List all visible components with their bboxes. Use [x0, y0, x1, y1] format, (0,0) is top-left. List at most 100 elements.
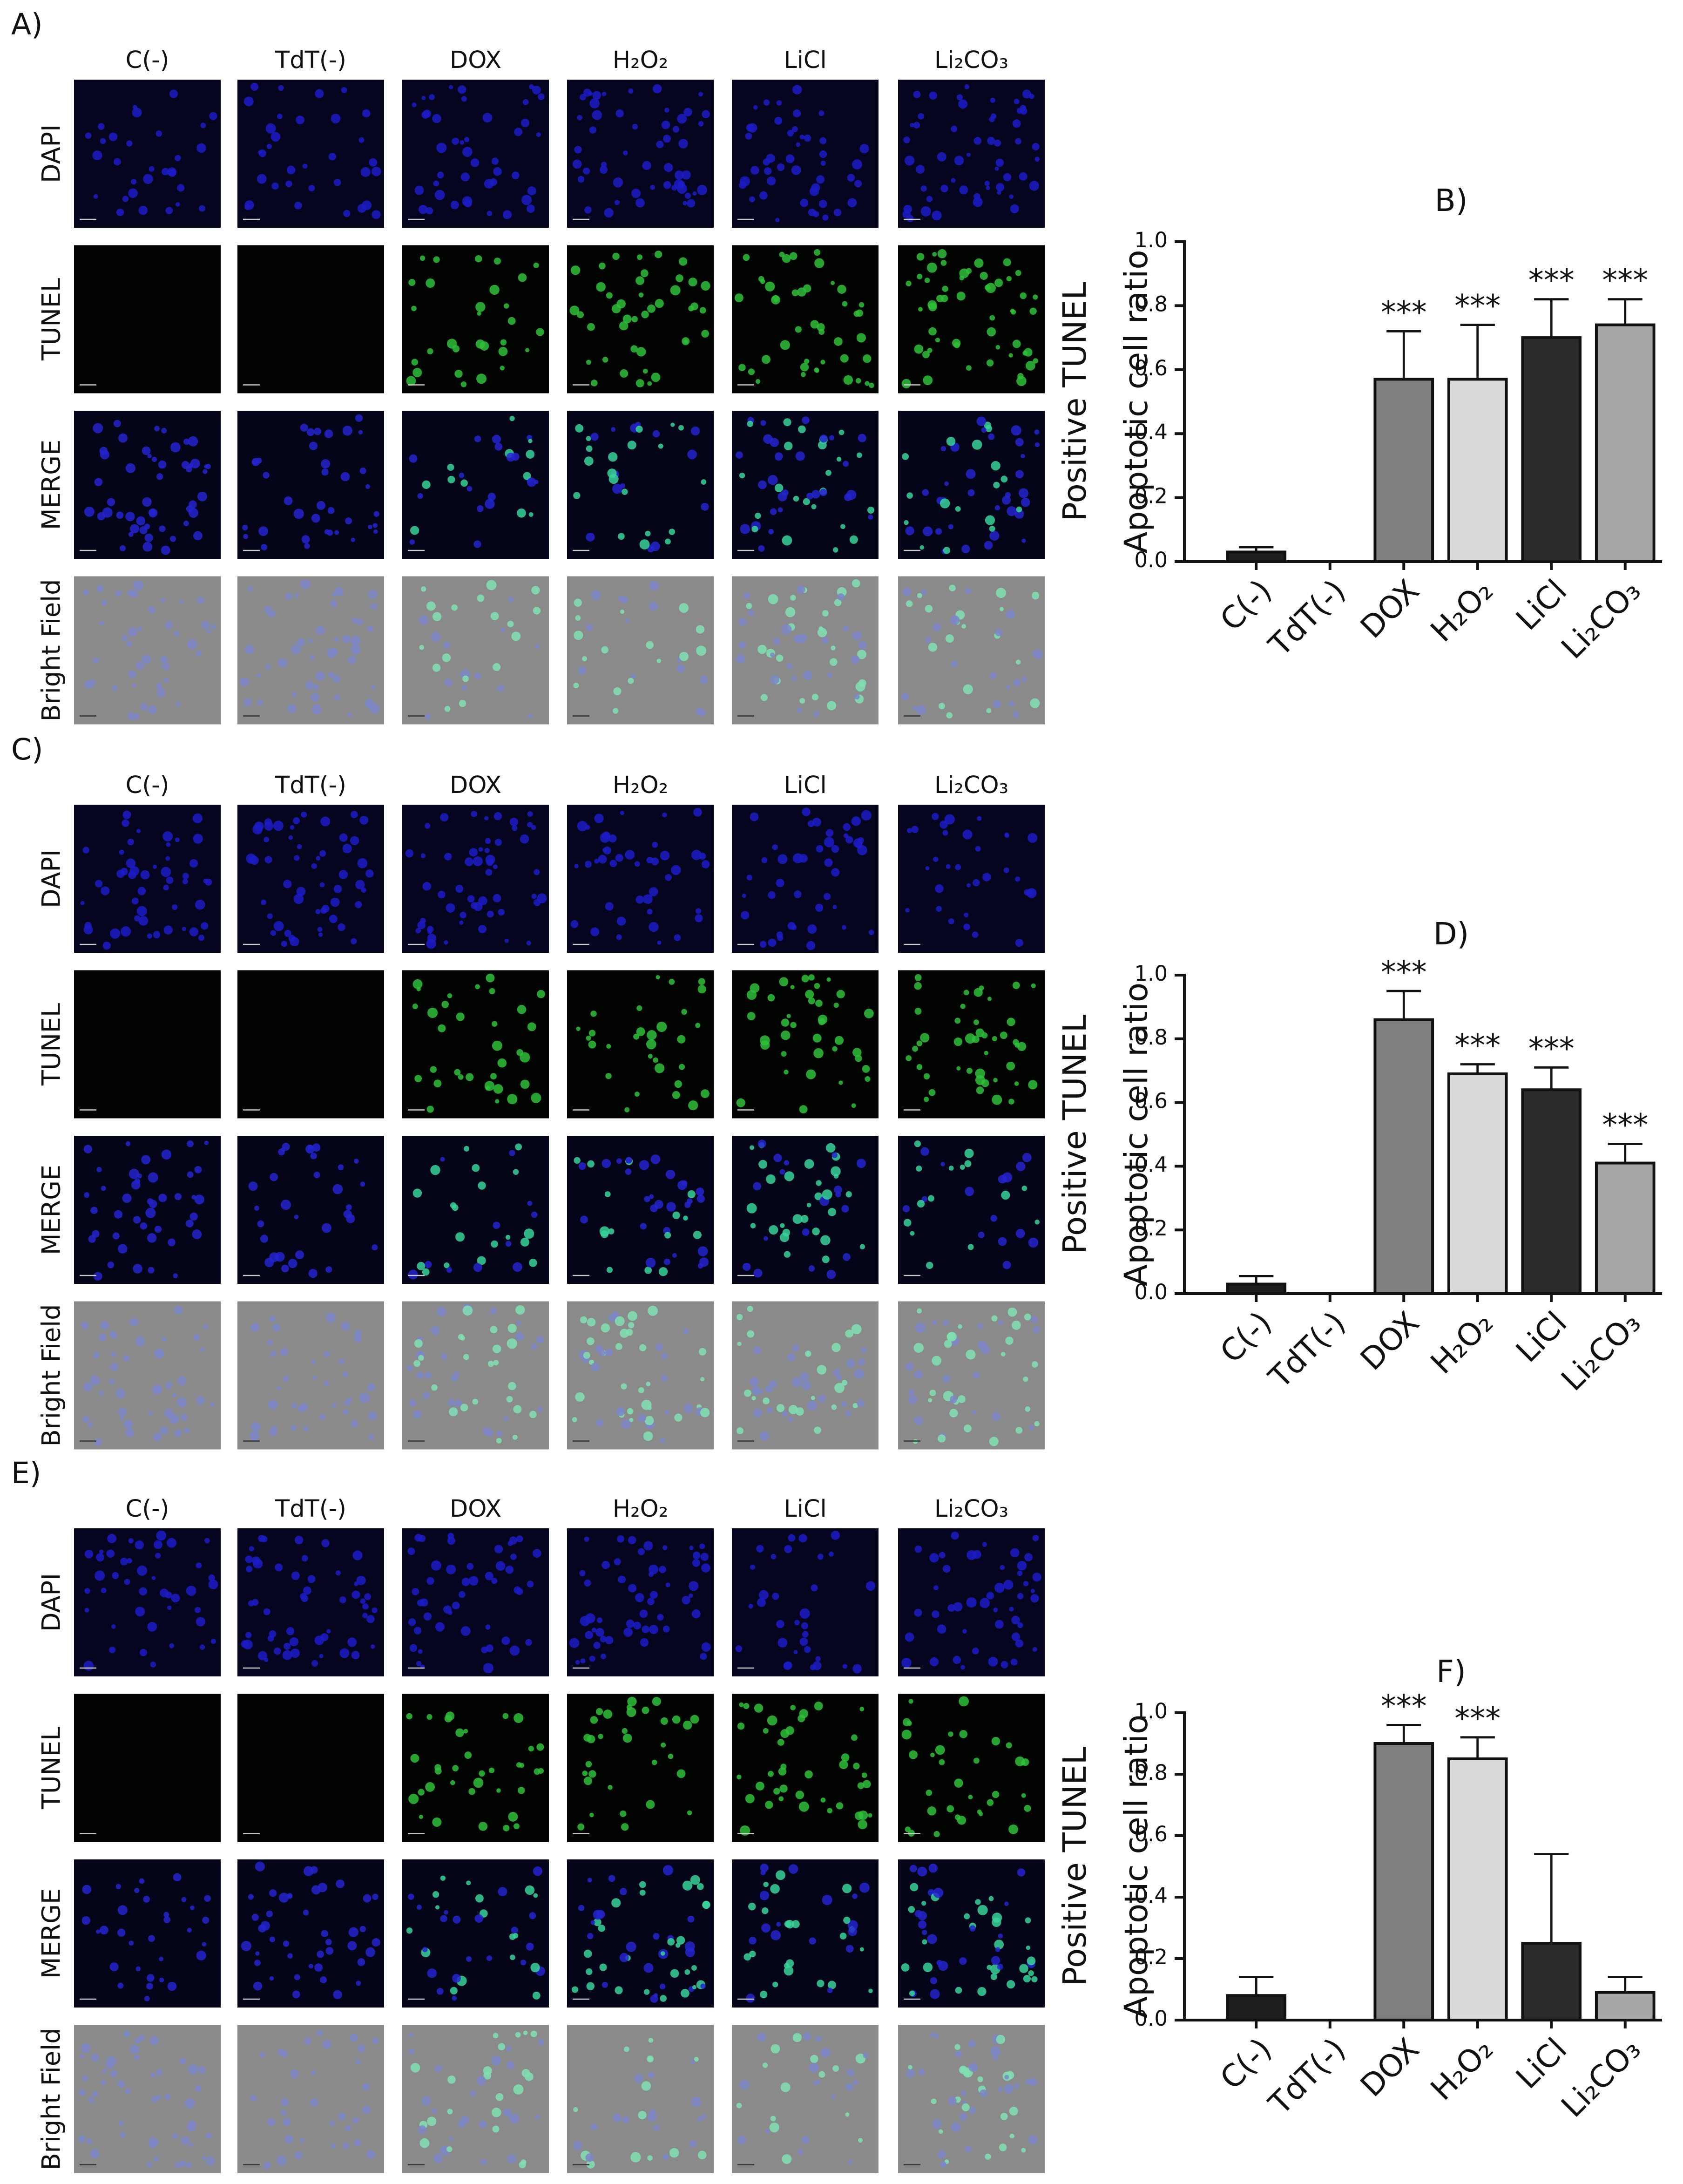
cell	[98, 123, 105, 130]
cell	[647, 1598, 655, 1606]
cell	[1032, 1573, 1041, 1582]
micrograph	[567, 1301, 714, 1450]
cell	[776, 879, 784, 888]
cell	[587, 1735, 595, 1743]
cell	[1012, 119, 1021, 128]
cell	[735, 1645, 743, 1652]
cell	[148, 606, 155, 614]
significance-label: ***	[1454, 288, 1501, 324]
cell	[577, 115, 582, 121]
micrograph	[402, 1859, 549, 2008]
cell	[750, 166, 759, 175]
cell	[587, 1337, 595, 1345]
cell	[698, 978, 705, 985]
cell	[642, 368, 648, 374]
cell	[300, 2137, 305, 2143]
cell	[795, 1407, 804, 1416]
micrograph-image	[402, 1301, 549, 1450]
cell	[670, 422, 675, 427]
cell	[678, 425, 684, 431]
cell	[641, 1399, 652, 1410]
cell	[811, 504, 817, 509]
cell	[929, 1657, 939, 1667]
cell	[577, 311, 584, 319]
cell	[296, 638, 305, 647]
cell	[912, 1045, 919, 1052]
cell	[1000, 2113, 1008, 2120]
cell	[1032, 142, 1040, 151]
cell	[465, 857, 473, 867]
cell	[488, 1767, 495, 1773]
cell	[301, 1594, 309, 1602]
cell	[647, 304, 656, 313]
cell	[813, 211, 819, 217]
cell	[606, 1044, 611, 1049]
cell	[432, 664, 441, 672]
cell	[767, 1770, 774, 1777]
cell	[949, 1409, 958, 1418]
cell	[426, 1106, 434, 1113]
cell	[854, 1811, 864, 1820]
cell	[702, 1900, 710, 1909]
cell	[788, 1864, 798, 1874]
cell	[450, 1987, 458, 1994]
cell	[288, 935, 296, 942]
cell	[294, 593, 299, 598]
cell	[120, 1558, 128, 1566]
cell	[409, 1399, 416, 1407]
cell	[995, 345, 1000, 350]
cell	[745, 1794, 755, 1804]
cell	[638, 1414, 646, 1422]
cell	[858, 1819, 867, 1830]
cell	[849, 535, 858, 544]
cell	[608, 1785, 613, 1790]
cell	[348, 1927, 358, 1937]
cell	[168, 169, 176, 177]
cell	[287, 704, 297, 713]
cell	[301, 1555, 308, 1562]
cell	[594, 859, 599, 864]
cell	[914, 974, 922, 981]
cell	[99, 447, 108, 455]
cell	[913, 122, 920, 129]
cell	[924, 278, 930, 283]
cell	[753, 1346, 761, 1355]
cell	[1022, 350, 1028, 356]
cell	[669, 2148, 679, 2158]
cell	[413, 1410, 422, 1419]
cell	[149, 509, 156, 516]
cell	[788, 1534, 796, 1542]
cell	[815, 2035, 821, 2042]
cell	[359, 468, 366, 475]
cell	[780, 1223, 785, 1228]
cell	[460, 1336, 466, 1341]
cell	[106, 1549, 115, 1558]
cell	[987, 136, 995, 145]
cell	[351, 1420, 358, 1428]
cell	[964, 1148, 974, 1158]
cell	[496, 1438, 502, 1444]
cell	[923, 1073, 930, 1080]
panel-label: E)	[11, 1456, 41, 1490]
cell	[1021, 1186, 1027, 1191]
cell	[198, 935, 205, 941]
cell	[281, 1264, 289, 1273]
cell	[587, 1878, 592, 1883]
cell	[812, 817, 821, 827]
cell	[159, 525, 166, 532]
cell	[484, 816, 489, 821]
cell	[90, 2149, 100, 2158]
chart-title: B)	[1434, 183, 1467, 218]
cell	[840, 524, 845, 529]
cell	[1027, 833, 1038, 843]
cell	[195, 899, 205, 910]
cell	[987, 327, 996, 337]
micrograph	[732, 1301, 879, 1450]
cell	[311, 704, 322, 714]
cell	[194, 1194, 204, 1205]
cell	[781, 1018, 790, 1027]
cell	[633, 1033, 640, 1040]
cell	[635, 198, 645, 208]
cell	[610, 427, 616, 432]
cell	[753, 1408, 763, 1418]
